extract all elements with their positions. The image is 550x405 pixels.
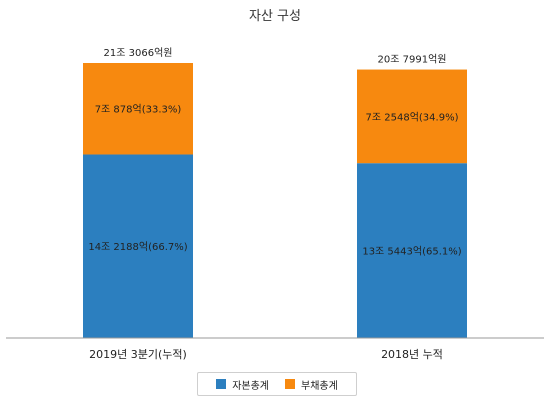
total-label-1: 20조 7991억원 <box>378 54 447 66</box>
bar-liabilities-0[interactable] <box>83 63 193 155</box>
data-label-equity-1: 13조 5443억(65.1%) <box>362 246 461 258</box>
total-label-0: 21조 3066억원 <box>104 47 173 59</box>
bar-equity-0[interactable] <box>83 154 193 338</box>
bar-liabilities-1[interactable] <box>357 69 467 164</box>
bars-layer <box>83 63 467 338</box>
chart-title: 자산 구성 <box>249 9 301 24</box>
legend-item-equity[interactable]: 자본총계 <box>216 377 269 392</box>
data-label-liabilities-1: 7조 2548억(34.9%) <box>366 111 459 123</box>
bar-equity-1[interactable] <box>357 163 467 338</box>
legend-label-liabilities: 부채총계 <box>301 380 338 392</box>
labels-layer: 14조 2188억(66.7%) 7조 878억(33.3%) 21조 3066억원… <box>88 47 461 361</box>
chart-legend: 자본총계 부채총계 <box>197 372 357 396</box>
legend-swatch-liabilities <box>285 379 295 389</box>
x-tick-label-1: 2018년 누적 <box>381 348 443 361</box>
data-label-equity-0: 14조 2188억(66.7%) <box>88 241 187 253</box>
legend-swatch-equity <box>216 379 227 389</box>
legend-item-liabilities[interactable]: 부채총계 <box>285 377 338 392</box>
data-label-liabilities-0: 7조 878억(33.3%) <box>95 104 182 116</box>
x-tick-label-0: 2019년 3분기(누적) <box>89 348 187 361</box>
legend-label-equity: 자본총계 <box>232 380 269 392</box>
